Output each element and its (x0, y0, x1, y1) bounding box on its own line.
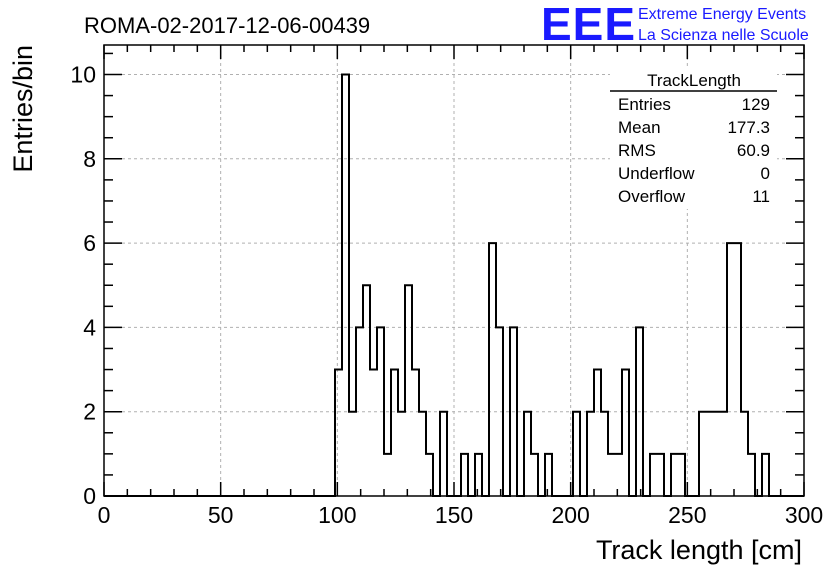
x-axis-label: Track length [cm] (596, 535, 802, 565)
x-tick-label: 150 (435, 502, 473, 528)
axis-ticks (103, 45, 805, 497)
x-tick-label: 200 (551, 502, 589, 528)
y-tick-label: 6 (83, 230, 96, 256)
x-tick-label: 250 (668, 502, 706, 528)
axis-tick-labels: 0 50 100 150 200 250 300 0 2 4 6 8 10 (70, 62, 823, 528)
x-tick-label: 300 (785, 502, 823, 528)
stats-rms-label: RMS (618, 141, 656, 160)
y-tick-label: 0 (83, 483, 96, 509)
logo-line-1: Extreme Energy Events (638, 6, 806, 23)
logo-line-2: La Scienza nelle Scuole (638, 27, 809, 44)
stats-rms-value: 60.9 (737, 141, 770, 160)
stats-underflow-value: 0 (761, 164, 770, 183)
stats-overflow-label: Overflow (618, 187, 686, 206)
y-tick-label: 10 (70, 62, 96, 88)
stats-box-background (610, 69, 777, 209)
y-tick-label: 2 (83, 399, 96, 425)
stats-overflow-value: 11 (752, 187, 770, 206)
x-tick-label: 0 (98, 502, 111, 528)
stats-box-title: TrackLength (647, 71, 741, 90)
y-tick-label: 8 (83, 146, 96, 172)
stats-entries-label: Entries (618, 95, 671, 114)
y-tick-label: 4 (83, 314, 96, 340)
y-axis-label: Entries/bin (8, 45, 38, 173)
chart-title: ROMA-02-2017-12-06-00439 (84, 13, 370, 38)
eee-logo: EEE (541, 0, 636, 50)
stats-underflow-label: Underflow (618, 164, 695, 183)
x-tick-label: 100 (318, 502, 356, 528)
stats-mean-value: 177.3 (727, 118, 770, 137)
stats-box: TrackLength Entries 129 Mean 177.3 RMS 6… (610, 69, 777, 209)
stats-mean-label: Mean (618, 118, 661, 137)
x-tick-label: 50 (208, 502, 234, 528)
stats-entries-value: 129 (742, 95, 770, 114)
